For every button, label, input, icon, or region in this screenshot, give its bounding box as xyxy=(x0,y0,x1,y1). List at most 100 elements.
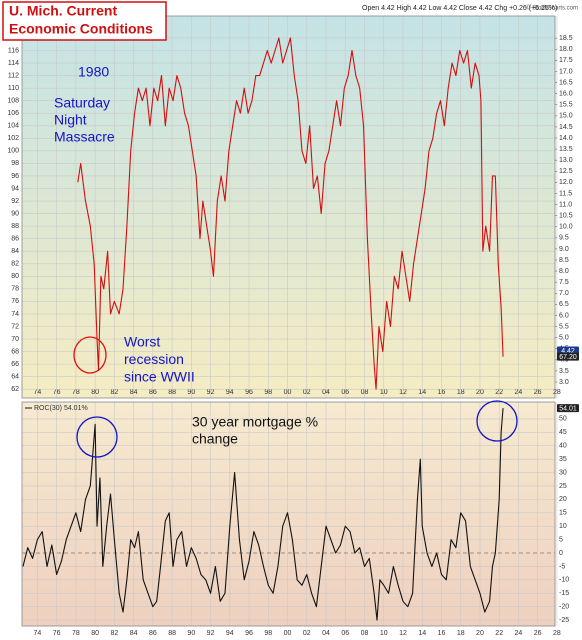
x-tick-label: 06 xyxy=(341,389,349,396)
highlight-circle xyxy=(76,416,118,458)
plot-background xyxy=(22,16,555,398)
x-tick-label: 86 xyxy=(149,630,157,637)
value-badge-label: 67.20 xyxy=(559,354,577,361)
x-tick-label: 02 xyxy=(303,630,311,637)
x-tick-label: 08 xyxy=(361,389,369,396)
legend-label: ROC(30) 54.01% xyxy=(34,405,88,412)
x-tick-label: 78 xyxy=(72,630,80,637)
x-tick-label: 18 xyxy=(457,630,465,637)
x-tick-label: 26 xyxy=(534,630,542,637)
x-tick-label: 80 xyxy=(91,630,99,637)
x-tick-label: 92 xyxy=(207,389,215,396)
y-tick-label: 86 xyxy=(11,236,19,243)
y2-tick-label: 9.5 xyxy=(559,235,569,242)
value-badge xyxy=(557,404,579,413)
value-badge xyxy=(557,352,579,361)
y-tick-label: 45 xyxy=(559,429,567,436)
x-tick-label: 90 xyxy=(187,630,195,637)
y-tick-label: 64 xyxy=(11,374,19,381)
annotation: since WWII xyxy=(124,369,195,385)
x-tick-label: 84 xyxy=(130,389,138,396)
y-tick-label: 90 xyxy=(11,210,19,217)
panel: 74 76 78 80 82 84 86 88 90 92 94 96 98 00 02 04 06 08 10 12… xyxy=(7,15,579,399)
y-tick-label: 74 xyxy=(11,311,19,318)
y-tick-label: 94 xyxy=(11,185,19,192)
x-tick-label: 06 xyxy=(341,630,349,637)
y-tick-label: 106 xyxy=(7,110,19,117)
y-tick-label: 50 xyxy=(559,416,567,423)
y-tick-label: 104 xyxy=(7,123,19,130)
data-line xyxy=(77,37,504,390)
title-box xyxy=(2,1,167,41)
value-badge-label: 4.42 xyxy=(561,348,575,355)
y2-tick-label: 12.0 xyxy=(559,179,573,186)
y2-tick-label: 12.5 xyxy=(559,168,573,175)
y-tick-label: 102 xyxy=(7,135,19,142)
annotation: Night xyxy=(54,112,87,128)
x-tick-label: 74 xyxy=(33,630,41,637)
y-tick-label: 62 xyxy=(11,386,19,393)
y2-tick-label: 6.0 xyxy=(559,312,569,319)
x-tick-label: 98 xyxy=(264,630,272,637)
x-tick-label: 90 xyxy=(187,389,195,396)
y2-tick-label: 15.5 xyxy=(559,102,573,109)
x-tick-label: 16 xyxy=(438,389,446,396)
y-tick-label: 100 xyxy=(7,148,19,155)
y-tick-label: 30 xyxy=(559,469,567,476)
y2-tick-label: 13.0 xyxy=(559,157,573,164)
y2-tick-label: 10.5 xyxy=(559,212,573,219)
y2-tick-label: 16.0 xyxy=(559,90,573,97)
annotation: 1980 xyxy=(78,64,109,80)
y2-tick-label: 8.5 xyxy=(559,257,569,264)
y2-tick-label: 15.0 xyxy=(559,113,573,120)
plot-background xyxy=(22,402,555,626)
y-tick-label: 114 xyxy=(8,60,19,67)
y2-tick-label: 5.0 xyxy=(559,335,569,342)
highlight-circle xyxy=(73,336,107,374)
y-tick-label: 96 xyxy=(11,173,19,180)
x-tick-label: 28 xyxy=(553,630,561,637)
data-line xyxy=(22,408,504,621)
y-tick-label: -5 xyxy=(559,563,565,570)
y2-tick-label: 7.5 xyxy=(559,279,569,286)
panel: 74 76 78 80 82 84 86 88 90 92 94 96 98 00 02 04 06 08 10 12… xyxy=(21,401,579,637)
chart-title: U. Mich. Current xyxy=(9,3,117,19)
y-tick-label: 112 xyxy=(8,72,19,79)
y2-tick-label: 14.5 xyxy=(559,124,573,131)
x-tick-label: 18 xyxy=(457,389,465,396)
annotation: Massacre xyxy=(54,129,115,145)
y2-tick-label: 17.0 xyxy=(559,68,573,75)
x-tick-label: 04 xyxy=(322,389,330,396)
y-tick-label: 108 xyxy=(7,98,19,105)
x-tick-label: 14 xyxy=(418,630,426,637)
y2-tick-label: 5.5 xyxy=(559,323,569,330)
x-tick-label: 02 xyxy=(303,389,311,396)
y-tick-label: 72 xyxy=(11,323,19,330)
x-tick-label: 80 xyxy=(91,389,99,396)
highlight-circle xyxy=(476,400,518,442)
x-tick-label: 76 xyxy=(53,389,61,396)
y2-tick-label: 11.0 xyxy=(559,201,572,208)
y2-tick-label: 18.5 xyxy=(559,35,573,42)
x-tick-label: 24 xyxy=(515,630,523,637)
annotation: recession xyxy=(124,351,184,367)
x-tick-label: 20 xyxy=(476,630,484,637)
x-tick-label: 88 xyxy=(168,389,176,396)
y-tick-label: 40 xyxy=(559,443,567,450)
x-tick-label: 20 xyxy=(476,389,484,396)
x-tick-label: 92 xyxy=(207,630,215,637)
x-tick-label: 28 xyxy=(553,389,561,396)
copyright: © StockCharts.com xyxy=(526,5,578,12)
y-tick-label: 35 xyxy=(559,456,567,463)
y-tick-label: 78 xyxy=(11,286,19,293)
y-tick-label: 116 xyxy=(8,47,19,54)
y2-tick-label: 8.0 xyxy=(559,268,569,275)
value-badge-label: 54.01 xyxy=(559,405,577,412)
x-tick-label: 26 xyxy=(534,389,542,396)
y-tick-label: 88 xyxy=(11,223,19,230)
y2-tick-label: 14.0 xyxy=(559,135,573,142)
y2-tick-label: 11.5 xyxy=(559,190,572,197)
plot-border xyxy=(21,401,556,627)
x-tick-label: 08 xyxy=(361,630,369,637)
